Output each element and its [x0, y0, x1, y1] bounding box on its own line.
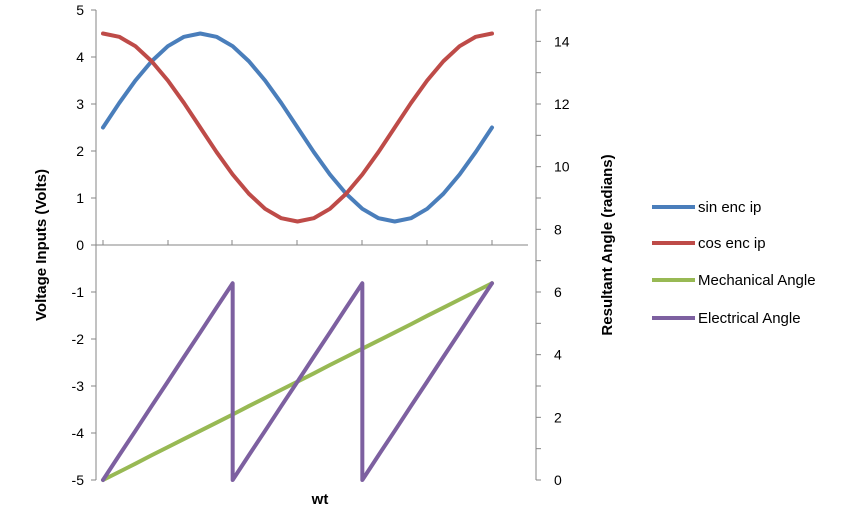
left-tick-label: -3	[72, 378, 85, 394]
series-layer	[101, 31, 494, 482]
left-tick-label: 5	[76, 2, 84, 18]
left-tick-label: -5	[72, 472, 85, 488]
left-tick-label: 4	[76, 49, 84, 65]
right-tick-label: 6	[554, 284, 562, 300]
right-tick-label: 2	[554, 409, 562, 425]
left-tick-label: -1	[72, 284, 85, 300]
right-axis-title: Resultant Angle (radians)	[599, 154, 616, 335]
legend: sin enc ip cos enc ip Mechanical Angle Elec…	[652, 199, 816, 327]
left-tick-label: 1	[76, 190, 84, 206]
series-electrical-angle	[101, 281, 494, 482]
left-tick-label: -2	[72, 331, 85, 347]
left-tick-label: 0	[76, 237, 84, 253]
left-tick-label: 3	[76, 96, 84, 112]
legend-label: sin enc ip	[698, 199, 761, 216]
right-tick-label: 8	[554, 221, 562, 237]
legend-label: cos enc ip	[698, 235, 766, 252]
right-tick-label: 12	[554, 96, 570, 112]
right-tick-label: 0	[554, 472, 562, 488]
right-tick-label: 10	[554, 159, 570, 175]
left-tick-label: 2	[76, 143, 84, 159]
legend-label: Electrical Angle	[698, 310, 801, 327]
series-cos-enc-ip	[101, 31, 494, 224]
series-sin-enc-ip	[101, 31, 494, 224]
right-tick-label: 14	[554, 33, 570, 49]
legend-label: Mechanical Angle	[698, 272, 816, 289]
x-axis-title: wt	[311, 491, 329, 508]
right-tick-label: 4	[554, 347, 562, 363]
left-axis-title: Voltage Inputs (Volts)	[33, 169, 50, 321]
left-tick-label: -4	[72, 425, 85, 441]
